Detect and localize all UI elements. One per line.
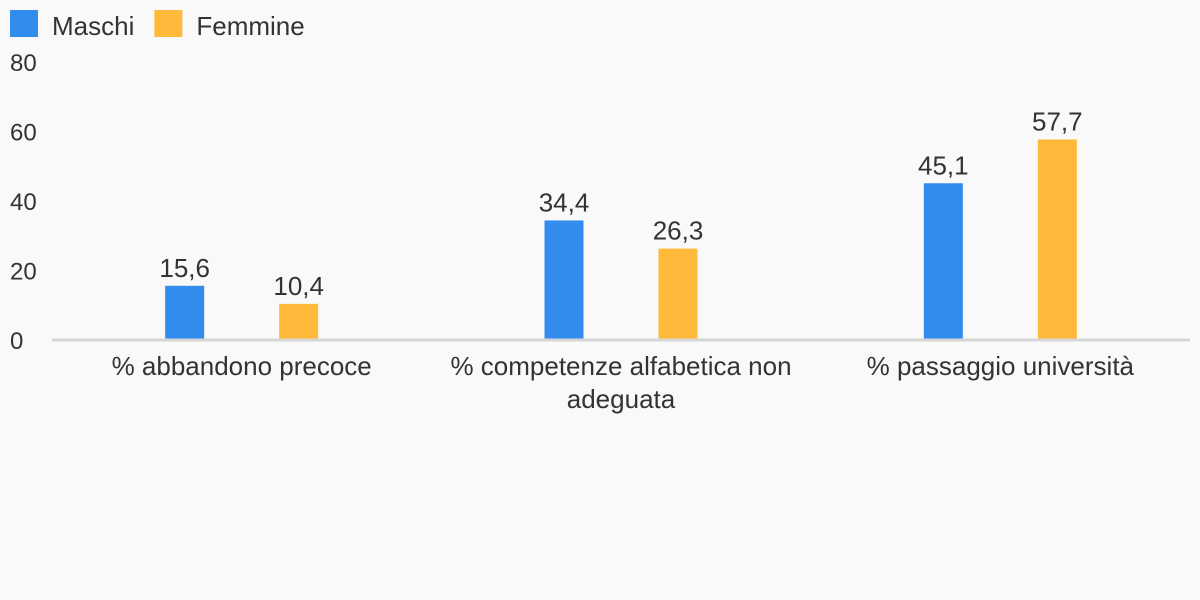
x-category-label: % abbandono precoce — [112, 351, 372, 381]
legend: Maschi Femmine — [10, 10, 305, 41]
bar-2-2 — [658, 248, 698, 340]
x-axis: % abbandono precoce % competenze alfabeti… — [112, 351, 1135, 414]
x-category-label: % passaggio università — [867, 351, 1135, 381]
y-axis: 0 20 40 60 80 — [10, 50, 37, 355]
y-tick-label: 80 — [10, 50, 37, 77]
bar-2-3 — [1037, 139, 1077, 340]
value-labels: 15,6 10,4 34,4 26,3 45,1 57,7 — [159, 106, 1082, 300]
bar-2-1 — [279, 303, 319, 340]
data-label-2-3: 57,7 — [1032, 106, 1083, 136]
y-tick-label: 0 — [10, 328, 23, 355]
y-tick-label: 20 — [10, 259, 37, 286]
bar-1-1 — [165, 285, 205, 340]
legend-label-1: Maschi — [52, 11, 134, 41]
data-label-1-3: 45,1 — [918, 150, 969, 180]
legend-swatch-1 — [10, 10, 38, 37]
y-tick-label: 40 — [10, 189, 37, 216]
x-category-label: adeguata — [567, 384, 676, 414]
legend-label-2: Femmine — [196, 11, 304, 41]
data-label-1-1: 15,6 — [159, 253, 210, 283]
legend-swatch-2 — [154, 10, 183, 37]
bar-1-3 — [923, 183, 963, 340]
x-category-label: % competenze alfabetica non — [450, 351, 791, 381]
data-label-2-2: 26,3 — [653, 216, 704, 246]
data-label-2-1: 10,4 — [273, 271, 324, 301]
y-tick-label: 60 — [10, 120, 37, 147]
bars — [165, 139, 1077, 340]
bar-1-2 — [544, 220, 584, 340]
data-label-1-2: 34,4 — [539, 187, 590, 217]
